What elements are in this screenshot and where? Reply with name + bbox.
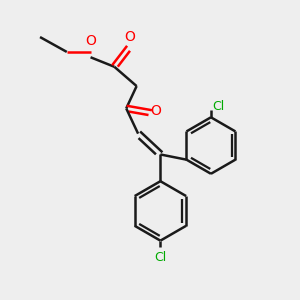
- Text: O: O: [151, 104, 161, 118]
- Text: Cl: Cl: [154, 251, 167, 264]
- Text: O: O: [85, 34, 96, 48]
- Text: Cl: Cl: [212, 100, 225, 113]
- Text: O: O: [124, 30, 135, 44]
